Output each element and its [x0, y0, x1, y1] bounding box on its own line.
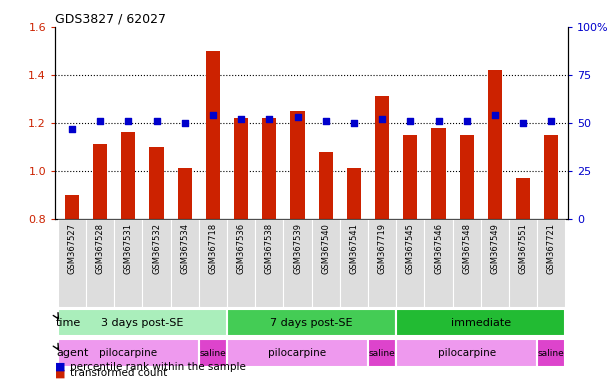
Bar	[170, 219, 199, 307]
Bar	[58, 309, 227, 336]
Text: saline: saline	[368, 349, 395, 358]
Bar	[227, 219, 255, 307]
Text: pilocarpine: pilocarpine	[268, 348, 326, 358]
Text: GSM367545: GSM367545	[406, 223, 415, 274]
Point	[490, 112, 500, 118]
Bar	[347, 169, 361, 219]
Text: GSM367531: GSM367531	[124, 223, 133, 274]
Point	[293, 114, 302, 120]
Bar	[199, 219, 227, 307]
Text: immediate: immediate	[451, 318, 511, 328]
Point	[208, 112, 218, 118]
Bar	[340, 219, 368, 307]
Text: GSM367539: GSM367539	[293, 223, 302, 274]
Point	[67, 126, 77, 132]
Bar	[368, 339, 396, 367]
Bar	[227, 309, 396, 336]
Text: time: time	[56, 318, 81, 328]
Point	[152, 118, 161, 124]
Bar	[178, 169, 192, 219]
Bar	[312, 219, 340, 307]
Text: saline: saline	[538, 349, 565, 358]
Point	[546, 118, 556, 124]
Text: saline: saline	[200, 349, 226, 358]
Text: GSM367719: GSM367719	[378, 223, 387, 274]
Text: GSM367549: GSM367549	[491, 223, 499, 274]
Point	[180, 120, 189, 126]
Text: pilocarpine: pilocarpine	[99, 348, 158, 358]
Bar	[396, 219, 425, 307]
Bar	[319, 152, 333, 219]
Text: ■: ■	[55, 362, 65, 372]
Text: GDS3827 / 62027: GDS3827 / 62027	[55, 13, 166, 26]
Bar	[290, 111, 304, 219]
Bar	[516, 178, 530, 219]
Text: GSM367721: GSM367721	[547, 223, 556, 274]
Point	[518, 120, 528, 126]
Bar	[142, 219, 170, 307]
Text: ■: ■	[55, 368, 65, 378]
Bar	[234, 118, 248, 219]
Bar	[459, 135, 474, 219]
Text: GSM367718: GSM367718	[208, 223, 218, 275]
Bar	[227, 339, 368, 367]
Bar	[396, 309, 565, 336]
Text: transformed count: transformed count	[70, 368, 167, 378]
Bar	[114, 219, 142, 307]
Text: GSM367527: GSM367527	[67, 223, 76, 274]
Bar	[453, 219, 481, 307]
Bar	[65, 195, 79, 219]
Bar	[396, 339, 537, 367]
Bar	[368, 219, 396, 307]
Point	[406, 118, 415, 124]
Bar	[58, 339, 199, 367]
Text: 3 days post-SE: 3 days post-SE	[101, 318, 183, 328]
Bar	[284, 219, 312, 307]
Bar	[58, 219, 86, 307]
Text: GSM367528: GSM367528	[95, 223, 104, 274]
Text: GSM367532: GSM367532	[152, 223, 161, 274]
Bar	[544, 135, 558, 219]
Point	[236, 116, 246, 122]
Text: GSM367548: GSM367548	[462, 223, 471, 274]
Bar	[93, 144, 107, 219]
Text: GSM367551: GSM367551	[519, 223, 528, 274]
Point	[377, 116, 387, 122]
Bar	[481, 219, 509, 307]
Bar	[262, 118, 276, 219]
Bar	[509, 219, 537, 307]
Text: pilocarpine: pilocarpine	[437, 348, 496, 358]
Point	[321, 118, 331, 124]
Text: GSM367546: GSM367546	[434, 223, 443, 274]
Point	[95, 118, 105, 124]
Point	[462, 118, 472, 124]
Text: GSM367538: GSM367538	[265, 223, 274, 275]
Point	[349, 120, 359, 126]
Bar	[255, 219, 284, 307]
Text: GSM367540: GSM367540	[321, 223, 330, 274]
Text: percentile rank within the sample: percentile rank within the sample	[70, 362, 246, 372]
Bar	[425, 219, 453, 307]
Bar	[206, 51, 220, 219]
Bar	[431, 127, 445, 219]
Bar	[121, 132, 136, 219]
Text: GSM367536: GSM367536	[236, 223, 246, 275]
Bar	[375, 96, 389, 219]
Text: 7 days post-SE: 7 days post-SE	[270, 318, 353, 328]
Bar	[403, 135, 417, 219]
Bar	[199, 339, 227, 367]
Point	[123, 118, 133, 124]
Text: GSM367541: GSM367541	[349, 223, 359, 274]
Point	[434, 118, 444, 124]
Bar	[537, 339, 565, 367]
Text: GSM367534: GSM367534	[180, 223, 189, 274]
Bar	[537, 219, 565, 307]
Bar	[86, 219, 114, 307]
Bar	[150, 147, 164, 219]
Bar	[488, 70, 502, 219]
Text: agent: agent	[56, 348, 89, 358]
Point	[265, 116, 274, 122]
